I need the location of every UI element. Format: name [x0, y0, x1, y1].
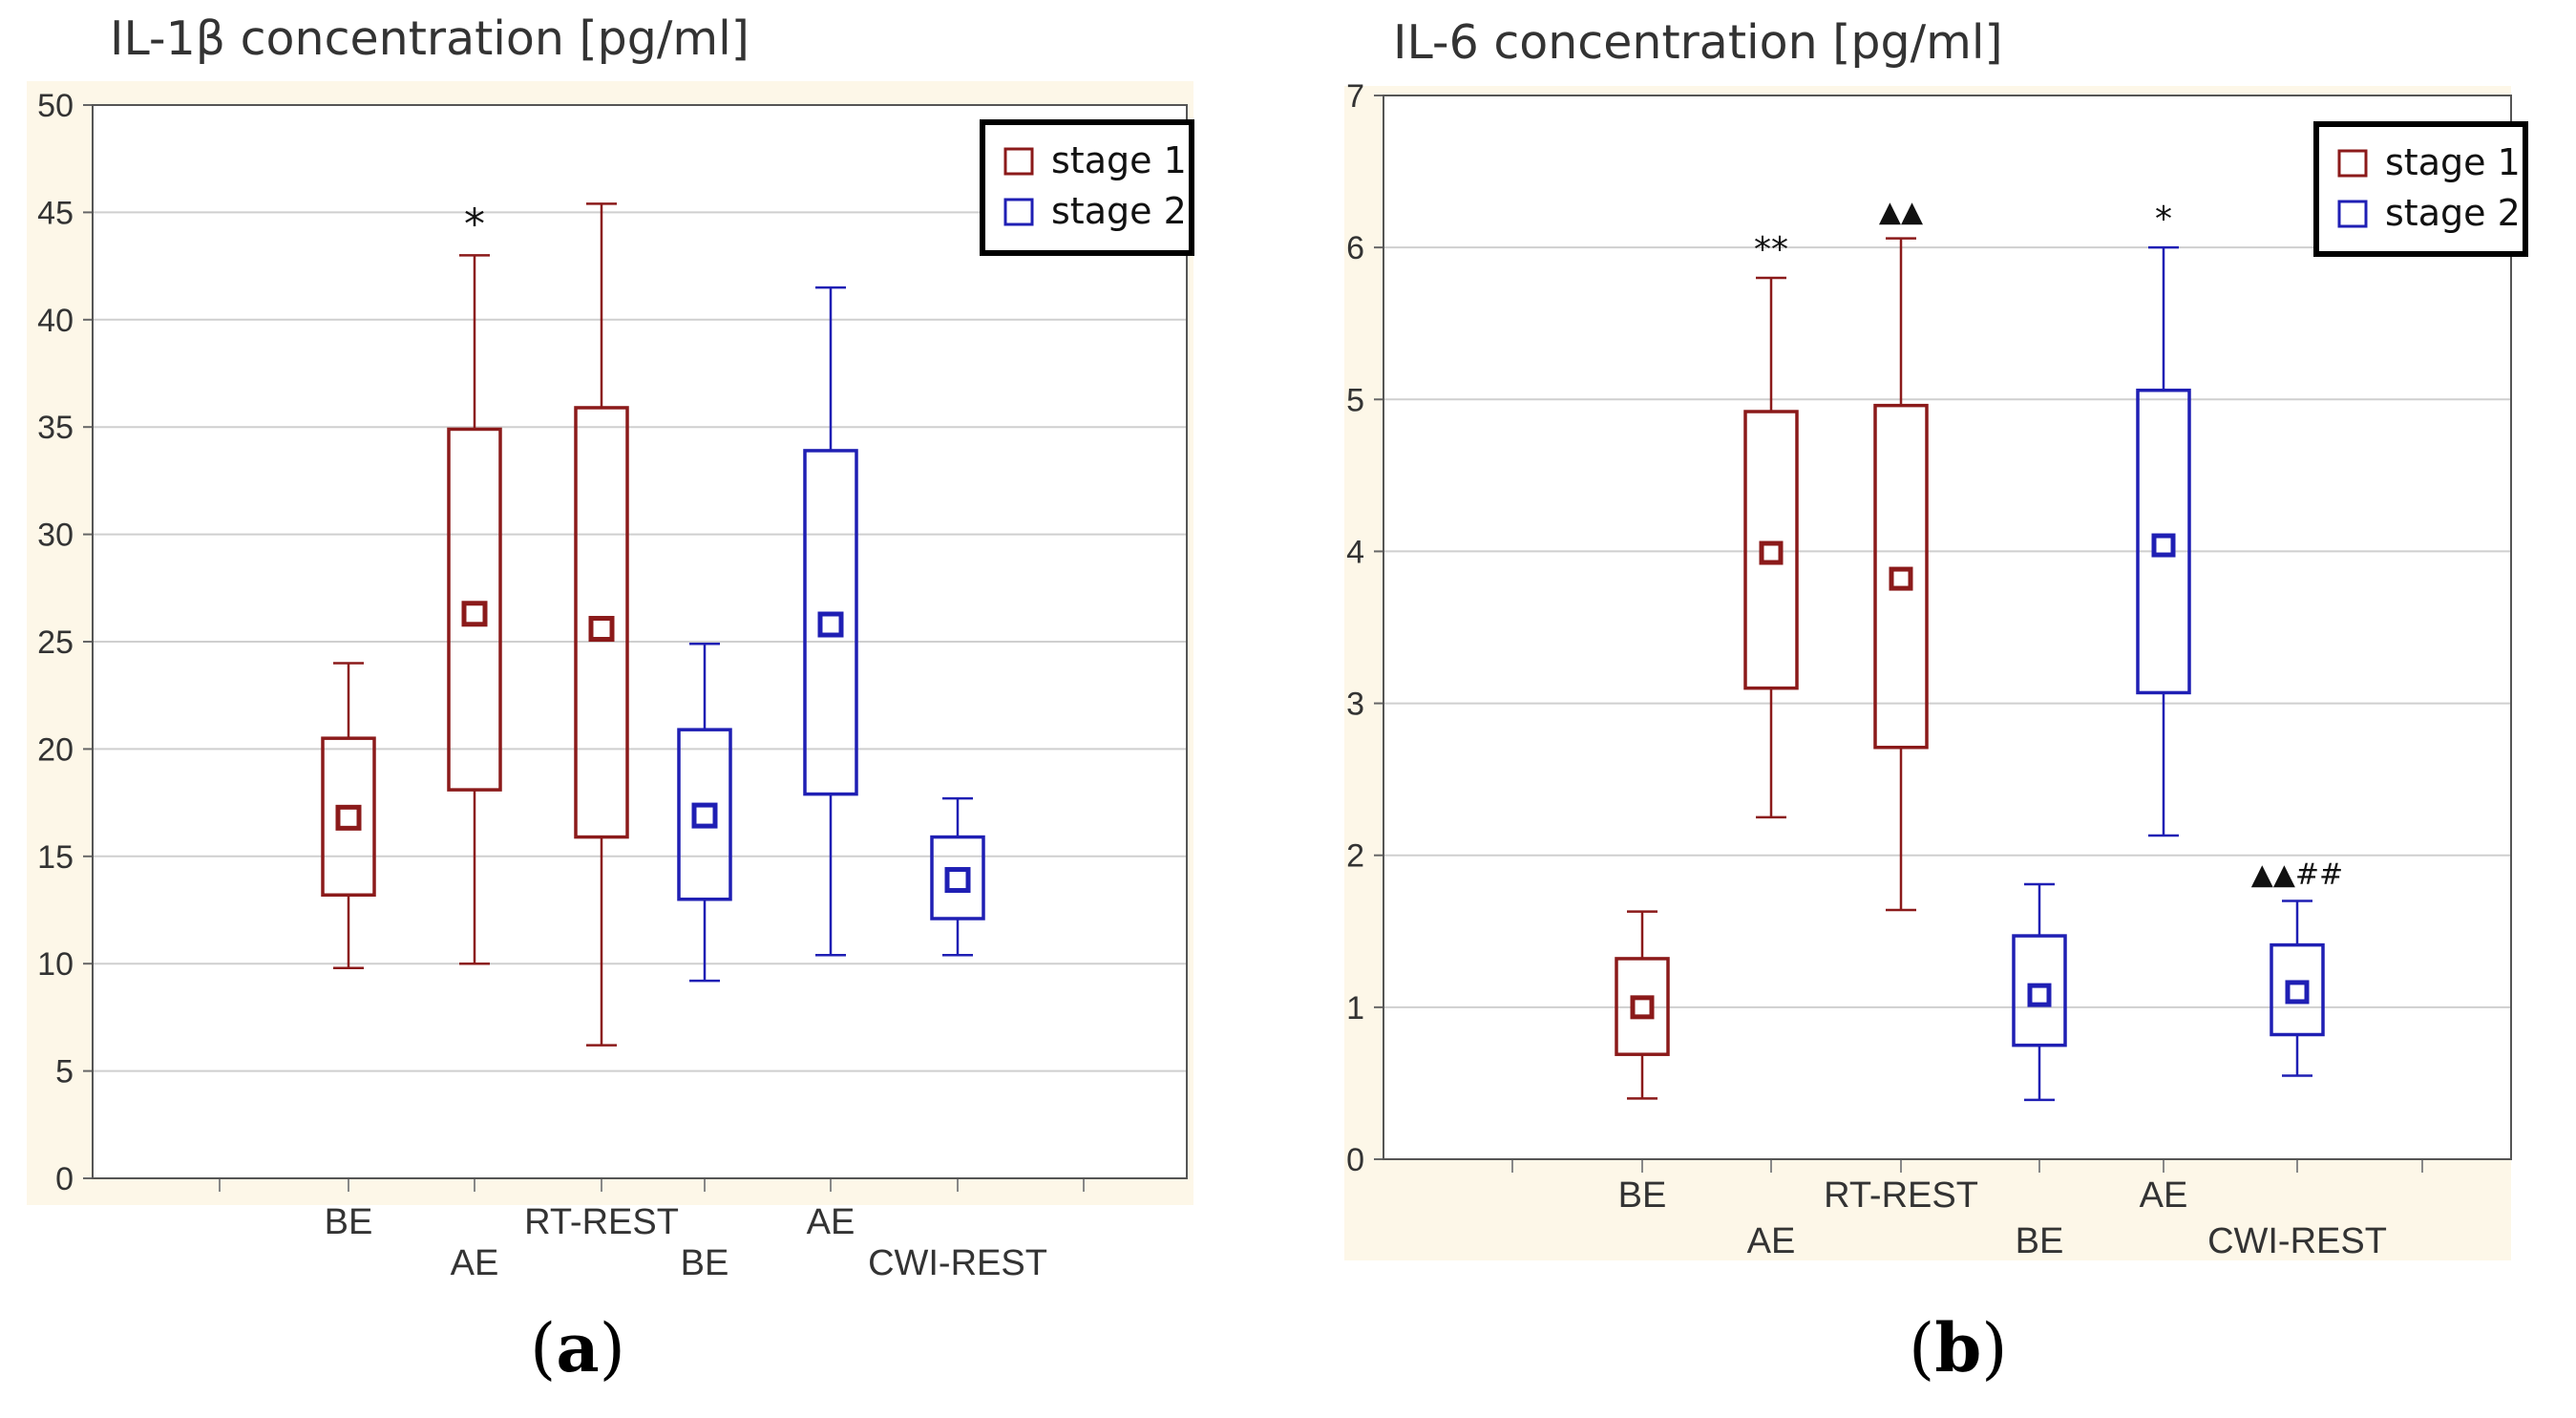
y-tick-label: 4	[1346, 534, 1364, 570]
box-2	[447, 254, 502, 965]
box-4	[677, 642, 732, 983]
chart-title: IL-1β concentration [pg/ml]	[110, 11, 750, 66]
x-category-label: CWI-REST	[868, 1243, 1047, 1283]
box-2	[1743, 276, 1799, 819]
mean-marker	[1630, 995, 1655, 1020]
y-tick-label: 40	[37, 303, 74, 339]
il6-chart: 0 1 2 3 4 5 6 7 BE ** AE ▲▲ RT-REST BE * AE ▲▲## CWI-REST…	[1344, 78, 2528, 1261]
y-tick-label: 3	[1346, 687, 1364, 723]
mean-marker	[2151, 533, 2176, 558]
y-tick-label: 50	[37, 88, 74, 124]
y-tick-label: 15	[37, 839, 74, 876]
chart-title: IL-6 concentration [pg/ml]	[1393, 15, 2003, 70]
legend-label: stage 2	[1051, 190, 1187, 232]
panel-caption: (a)	[530, 1308, 625, 1387]
y-tick-label: 30	[37, 518, 74, 554]
y-tick-label: 5	[55, 1054, 74, 1090]
iqr-box	[1873, 403, 1929, 750]
y-tick-label: 2	[1346, 838, 1364, 875]
mean-marker	[944, 867, 971, 894]
y-tick-label: 1	[1346, 990, 1364, 1026]
axes-frame	[92, 104, 1188, 1179]
il1b-chart: 05101520253035404550BE*AERT-RESTBEAECWI-…	[27, 81, 1194, 1283]
x-category-label: AE	[807, 1202, 855, 1242]
x-category-label: CWI-REST	[2207, 1221, 2387, 1261]
significance-annotation: ▲▲	[1879, 196, 1923, 229]
iqr-box	[2012, 934, 2067, 1048]
panel-label: a	[556, 1308, 600, 1387]
legend-label: stage 1	[2385, 141, 2521, 183]
x-category-label: BE	[681, 1243, 729, 1283]
box-5	[2136, 245, 2191, 837]
y-tick-label: 10	[37, 946, 74, 983]
y-tick-label: 0	[1346, 1142, 1364, 1178]
y-tick-label: 0	[55, 1161, 74, 1197]
x-category-label: BE	[325, 1202, 373, 1242]
y-tick-label: 6	[1346, 230, 1364, 266]
y-tick-label: 7	[1346, 78, 1364, 115]
legend-swatch-stage-2	[1003, 198, 1034, 226]
iqr-box	[677, 728, 732, 901]
x-category-label: RT-REST	[1824, 1175, 1978, 1216]
mean-marker	[2027, 983, 2052, 1007]
box-6	[2270, 899, 2325, 1077]
iqr-box	[574, 406, 629, 839]
iqr-box	[930, 835, 985, 921]
box-1	[1615, 910, 1670, 1100]
mean-marker	[1759, 540, 1784, 565]
box-3	[574, 202, 629, 1047]
panel-b: IL-6 concentration [pg/ml] 0 1 2 3 4 5 6 7 BE ** A…	[1288, 0, 2576, 1418]
panel-a: IL-1β concentration [pg/ml] 0 5 10 15 20 25 30…	[27, 11, 1194, 1387]
legend-label: stage 2	[2385, 192, 2521, 234]
mean-marker	[1889, 566, 1913, 591]
legend: stage 1 stage 2	[2313, 121, 2528, 257]
box-5	[803, 286, 858, 957]
box-4	[2012, 882, 2067, 1102]
iqr-box	[447, 427, 502, 792]
significance-annotation: *	[2155, 200, 2172, 239]
x-category-label: AE	[2140, 1175, 2188, 1216]
y-tick-label: 35	[37, 410, 74, 446]
x-category-label: AE	[451, 1243, 499, 1283]
legend: stage 1 stage 2	[980, 119, 1194, 256]
box-1	[321, 662, 376, 969]
y-tick-label: 5	[1346, 382, 1364, 418]
iqr-box	[803, 449, 858, 796]
legend-swatch-stage-1	[1003, 147, 1034, 176]
y-tick-label: 25	[37, 624, 74, 661]
iqr-box	[2270, 942, 2325, 1037]
legend-swatch-stage-1	[2337, 149, 2368, 178]
iqr-box	[321, 736, 376, 898]
legend-label: stage 1	[1051, 139, 1187, 181]
x-category-label: BE	[1618, 1175, 1667, 1216]
y-tick-label: 45	[37, 195, 74, 231]
significance-annotation: *	[464, 200, 485, 248]
box-6	[930, 796, 985, 957]
x-category-label: RT-REST	[524, 1202, 679, 1242]
panel-caption: (b)	[1909, 1308, 2008, 1387]
mean-marker	[691, 802, 718, 829]
iqr-box	[2136, 388, 2191, 695]
mean-marker	[588, 616, 615, 643]
axes-frame	[1383, 95, 2512, 1160]
panel-label: b	[1934, 1308, 1982, 1387]
mean-marker	[817, 611, 844, 638]
significance-annotation: ▲▲##	[2251, 857, 2343, 891]
y-tick-label: 20	[37, 731, 74, 768]
legend-frame	[980, 119, 1194, 256]
iqr-box	[1743, 410, 1799, 690]
mean-marker	[461, 601, 488, 627]
mean-marker	[2285, 980, 2310, 1005]
mean-marker	[335, 804, 362, 831]
significance-annotation: **	[1754, 230, 1788, 269]
legend-frame	[2313, 121, 2528, 257]
legend-swatch-stage-2	[2337, 200, 2368, 228]
iqr-box	[1615, 957, 1670, 1056]
x-category-label: AE	[1747, 1221, 1796, 1261]
x-category-label: BE	[2016, 1221, 2064, 1261]
box-3	[1873, 237, 1929, 912]
